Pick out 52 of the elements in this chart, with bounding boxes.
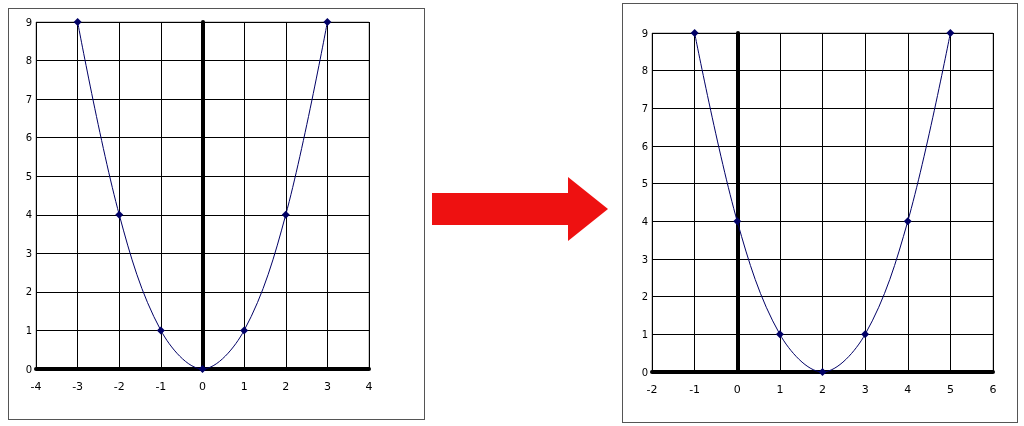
x-tick-label: -2	[646, 383, 658, 396]
point	[733, 217, 742, 226]
point	[775, 330, 784, 339]
y-tick-label: 0	[25, 363, 32, 375]
x-tick-label: 2	[282, 380, 290, 393]
x-tick-label: -1	[155, 380, 167, 393]
y-tick-label: 7	[641, 102, 648, 114]
point	[156, 326, 165, 335]
y-tick-label: 6	[641, 140, 648, 152]
point	[323, 18, 332, 26]
y-tick-label: 2	[641, 291, 648, 303]
point	[690, 29, 699, 37]
y-tick-label: 4	[641, 215, 648, 227]
x-tick-label: 1	[240, 380, 248, 393]
point	[903, 217, 912, 226]
x-tick-label: 6	[989, 383, 997, 396]
x-tick-label: 0	[733, 383, 741, 396]
x-tick-label: 3	[323, 380, 331, 393]
x-tick-label: -4	[30, 380, 42, 393]
x-tick-label: -2	[113, 380, 125, 393]
y-tick-label: 9	[25, 16, 32, 28]
y-tick-label: 1	[25, 324, 32, 336]
point	[73, 18, 82, 26]
y-tick-label: 1	[641, 328, 648, 340]
x-tick-label: 2	[819, 383, 826, 396]
point	[818, 368, 827, 376]
x-tick-label: 1	[776, 383, 784, 396]
y-tick-label: 3	[25, 247, 32, 259]
y-tick-label: 8	[641, 65, 648, 77]
y-tick-label: 5	[641, 178, 648, 190]
point	[240, 326, 249, 335]
x-tick-label: 4	[365, 380, 373, 393]
x-tick-label: 5	[946, 383, 954, 396]
x-tick-label: 4	[904, 383, 912, 396]
y-tick-label: 2	[25, 286, 32, 298]
x-tick-label: 0	[199, 380, 206, 393]
point	[198, 365, 207, 373]
point	[281, 210, 290, 219]
y-tick-label: 7	[25, 93, 32, 105]
y-tick-label: 9	[641, 27, 648, 39]
point	[946, 29, 955, 37]
y-tick-label: 3	[641, 253, 648, 265]
point	[115, 210, 124, 219]
y-tick-label: 8	[25, 55, 32, 67]
y-tick-label: 0	[641, 366, 648, 378]
x-tick-label: -3	[72, 380, 84, 393]
x-tick-label: 3	[861, 383, 869, 396]
point	[861, 330, 870, 339]
x-tick-label: -1	[689, 383, 701, 396]
y-tick-label: 5	[25, 170, 32, 182]
y-tick-label: 4	[25, 209, 32, 221]
y-tick-label: 6	[25, 132, 32, 144]
